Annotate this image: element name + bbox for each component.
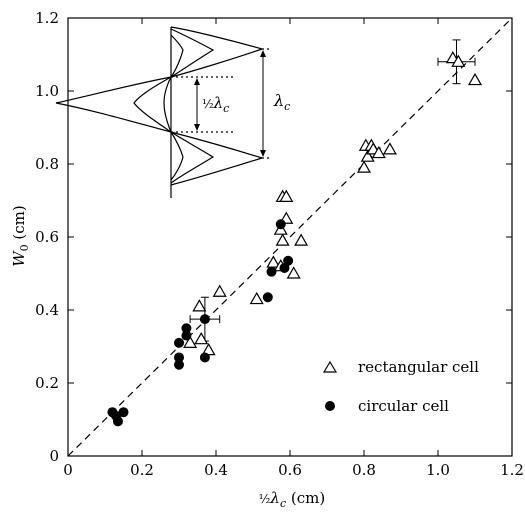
x-tick-label: 1.2 (500, 461, 524, 479)
point-rectangular-cell (275, 233, 290, 246)
point-rectangular-cell (356, 160, 372, 173)
data-points (107, 50, 483, 427)
y-tick-label: 0.4 (35, 301, 59, 319)
x-tick-label: 1.0 (426, 461, 450, 479)
inset-lambda-arrowhead-bottom (260, 150, 266, 157)
point-circular-cell (174, 352, 184, 363)
fit-line (67, 17, 513, 457)
y-tick-label: 0.8 (35, 155, 59, 173)
x-tick-label: 0.6 (278, 461, 302, 479)
inset-wave-large (55, 26, 265, 186)
legend-marker-circular-cell (325, 401, 335, 411)
legend-label-circular-cell: circular cell (358, 397, 449, 415)
inset-half-lambda-arrowhead-bottom (194, 124, 200, 131)
point-rectangular-cell (279, 189, 294, 202)
point-circular-cell (174, 359, 184, 370)
x-tick-label: 0.4 (204, 461, 228, 479)
y-axis-label: W0 (cm) (10, 205, 31, 267)
y-tick-label: 1.0 (35, 82, 59, 100)
point-rectangular-cell (294, 233, 309, 246)
point-rectangular-cell (194, 331, 209, 345)
inset-half-lambda-arrowhead-top (194, 78, 200, 85)
x-axis-label: ½λc (cm) (259, 489, 325, 510)
x-tick-label: 0.8 (352, 461, 376, 479)
error-bars (189, 39, 476, 342)
point-rectangular-cell (212, 284, 227, 297)
point-circular-cell (112, 416, 123, 427)
point-rectangular-cell (286, 266, 301, 279)
point-rectangular-cell (371, 145, 386, 159)
point-circular-cell (199, 314, 210, 325)
point-rectangular-cell (382, 142, 397, 155)
point-circular-cell (275, 219, 286, 230)
point-rectangular-cell (467, 72, 483, 86)
inset-lambda-label: λc (273, 91, 290, 113)
x-tick-label: 0 (63, 461, 73, 479)
x-tick-label: 0.2 (130, 461, 154, 479)
point-circular-cell (283, 255, 294, 266)
point-rectangular-cell (451, 54, 466, 67)
point-circular-cell (174, 337, 184, 348)
point-circular-cell (199, 352, 210, 363)
legend: rectangular cell circular cell (322, 358, 479, 415)
point-rectangular-cell (249, 291, 264, 305)
y-tick-label: 1.2 (35, 9, 59, 27)
point-rectangular-cell (360, 149, 375, 162)
inset-wave-small (163, 34, 184, 181)
point-rectangular-cell (183, 335, 198, 348)
legend-label-rectangular-cell: rectangular cell (358, 358, 479, 376)
point-rectangular-cell (192, 299, 207, 312)
y-tick-label: 0.2 (35, 374, 59, 392)
point-circular-cell (118, 407, 129, 418)
point-circular-cell (266, 266, 277, 277)
y-tick-label: 0.6 (35, 228, 59, 246)
point-circular-cell (181, 330, 192, 341)
inset-half-lambda-label: ½λc (202, 94, 229, 115)
y-tick-label: 0 (49, 447, 59, 465)
inset-lambda-arrowhead-top (260, 50, 266, 57)
axis-ticks (67, 17, 513, 457)
inset-wave-diagram: ½λc λc (55, 26, 290, 198)
tick-labels: 0 0.2 0.4 0.6 0.8 1.0 1.2 0 0.2 0.4 0.6 0.8 1.0 1.2 (35, 9, 524, 479)
point-circular-cell (262, 292, 273, 303)
inset-wave-medium (133, 28, 215, 184)
legend-marker-rectangular-cell (322, 360, 338, 373)
point-circular-cell (181, 323, 192, 334)
